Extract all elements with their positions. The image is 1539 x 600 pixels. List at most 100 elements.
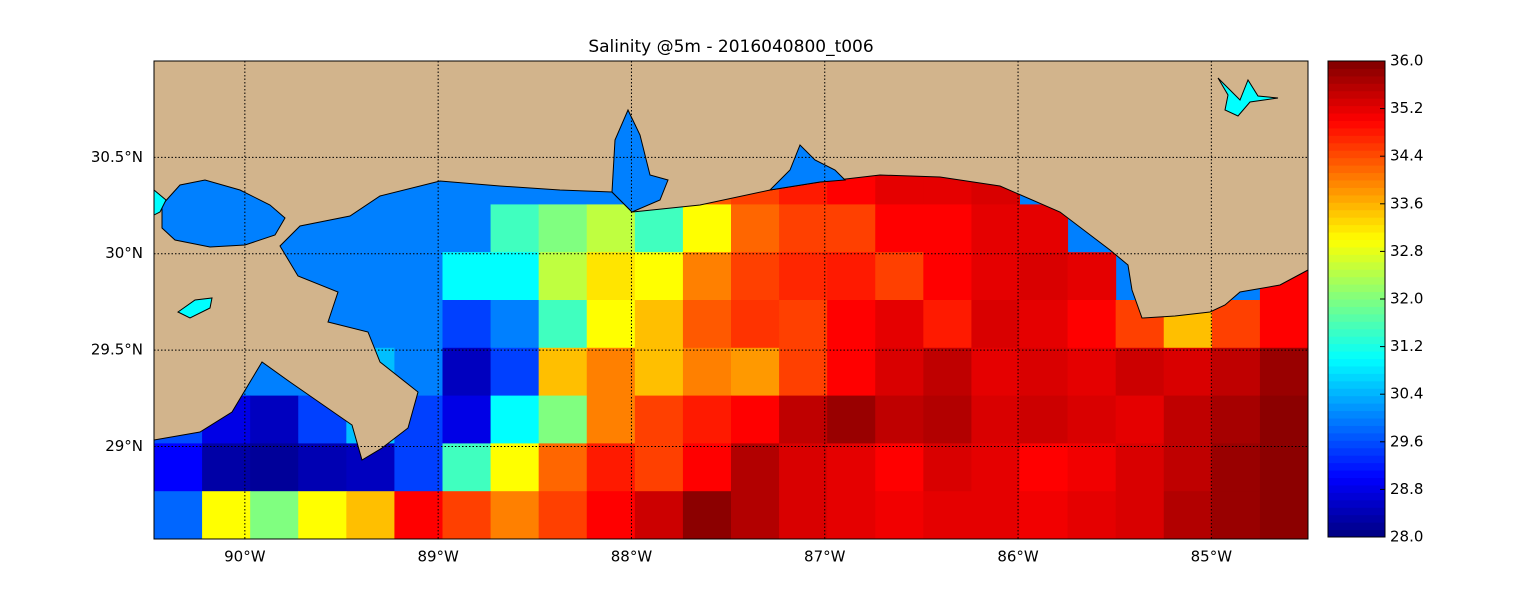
salinity-cell [538,491,588,539]
salinity-cell [923,443,972,492]
salinity-cell [971,204,1020,253]
salinity-cell [1019,443,1069,492]
colorbar-swatch [1328,127,1385,136]
colorbar-swatch [1328,187,1385,196]
salinity-cell [490,300,540,349]
salinity-cell [923,300,972,349]
colorbar-tick-label: 31.2 [1390,337,1423,355]
y-tick-label: 30°N [105,244,143,262]
land [154,61,1308,461]
colorbar-tick-label: 32.0 [1390,290,1423,308]
colorbar-swatch [1328,157,1385,166]
salinity-cell [442,300,492,349]
salinity-cell [731,252,780,301]
salinity-cell [538,252,588,301]
salinity-cell [538,395,588,444]
salinity-cell [1259,347,1308,397]
salinity-cell [875,347,924,397]
colorbar-swatch [1328,529,1385,538]
colorbar-tick-label: 36.0 [1390,52,1423,70]
salinity-cell [1115,491,1165,539]
salinity-cell [971,300,1020,349]
colorbar-swatch [1328,202,1385,211]
salinity-cell [779,443,828,492]
salinity-cell [634,300,684,349]
colorbar-swatch [1328,299,1385,307]
colorbar-swatch [1328,455,1385,464]
colorbar-swatch [1328,291,1385,300]
salinity-cell [1115,443,1165,492]
salinity-cell [923,204,972,253]
lake [161,179,286,248]
salinity-cell [250,443,299,492]
salinity-cell [971,395,1020,444]
x-tick-label: 86°W [997,548,1039,566]
salinity-cell [875,300,924,349]
colorbar-tick-label: 33.6 [1390,194,1423,212]
salinity-cell [538,300,588,349]
salinity-cell [1259,491,1308,539]
salinity-cell [586,443,636,492]
salinity-cell [731,443,780,492]
salinity-cell [586,252,636,301]
colorbar-swatch [1328,276,1385,285]
salinity-cell [971,347,1020,397]
salinity-cell [634,395,684,444]
lake [154,189,167,216]
salinity-cell [779,204,828,253]
graticule [154,61,1308,539]
salinity-cell [923,491,972,539]
colorbar-swatch [1328,135,1385,144]
salinity-cell [442,347,492,397]
colorbar-swatch [1328,462,1385,471]
y-tick-label: 30.5°N [91,148,143,166]
lake [177,297,213,319]
salinity-cell [634,252,684,301]
salinity-cell [538,204,588,253]
colorbar-swatch [1328,224,1385,233]
salinity-cell [1259,443,1308,492]
salinity-cell [779,491,828,539]
salinity-cell [731,491,780,539]
colorbar-swatch [1328,75,1385,84]
salinity-cell [1019,347,1069,397]
colorbar-tick-label: 29.6 [1390,432,1423,450]
salinity-cell [1067,443,1117,492]
colorbar-swatch [1328,261,1385,270]
salinity-cell [1067,252,1117,301]
salinity-cell [490,204,540,253]
colorbar-swatch [1328,113,1385,121]
salinity-cell [731,204,780,253]
colorbar-swatch [1328,105,1385,114]
colorbar-swatch [1328,484,1385,493]
colorbar-swatch [1328,90,1385,99]
salinity-cell [682,395,732,444]
colorbar-swatch [1328,98,1385,107]
bay [611,108,669,213]
salinity-cell [298,491,347,539]
salinity-cell [250,491,299,539]
salinity-cell [875,491,924,539]
colorbar-swatch [1328,83,1385,92]
colorbar-swatch [1328,470,1385,478]
x-tick-label: 90°W [224,548,266,566]
colorbar-swatch [1328,232,1385,240]
salinity-cell [634,204,684,253]
salinity-cell [682,491,732,539]
salinity-cell [827,443,876,492]
salinity-cell [875,252,924,301]
salinity-cell [1211,491,1261,539]
colorbar-swatch [1328,269,1385,278]
salinity-cell [1067,491,1117,539]
y-tick-label: 29.5°N [91,341,143,359]
colorbar-swatch [1328,165,1385,174]
salinity-cell [346,491,395,539]
salinity-cell [731,395,780,444]
colorbar-frame [1327,60,1386,538]
colorbar-swatch [1328,209,1385,218]
coastline [154,61,1308,461]
salinity-cell [875,443,924,492]
salinity-cell [971,252,1020,301]
x-tick-label: 87°W [804,548,846,566]
